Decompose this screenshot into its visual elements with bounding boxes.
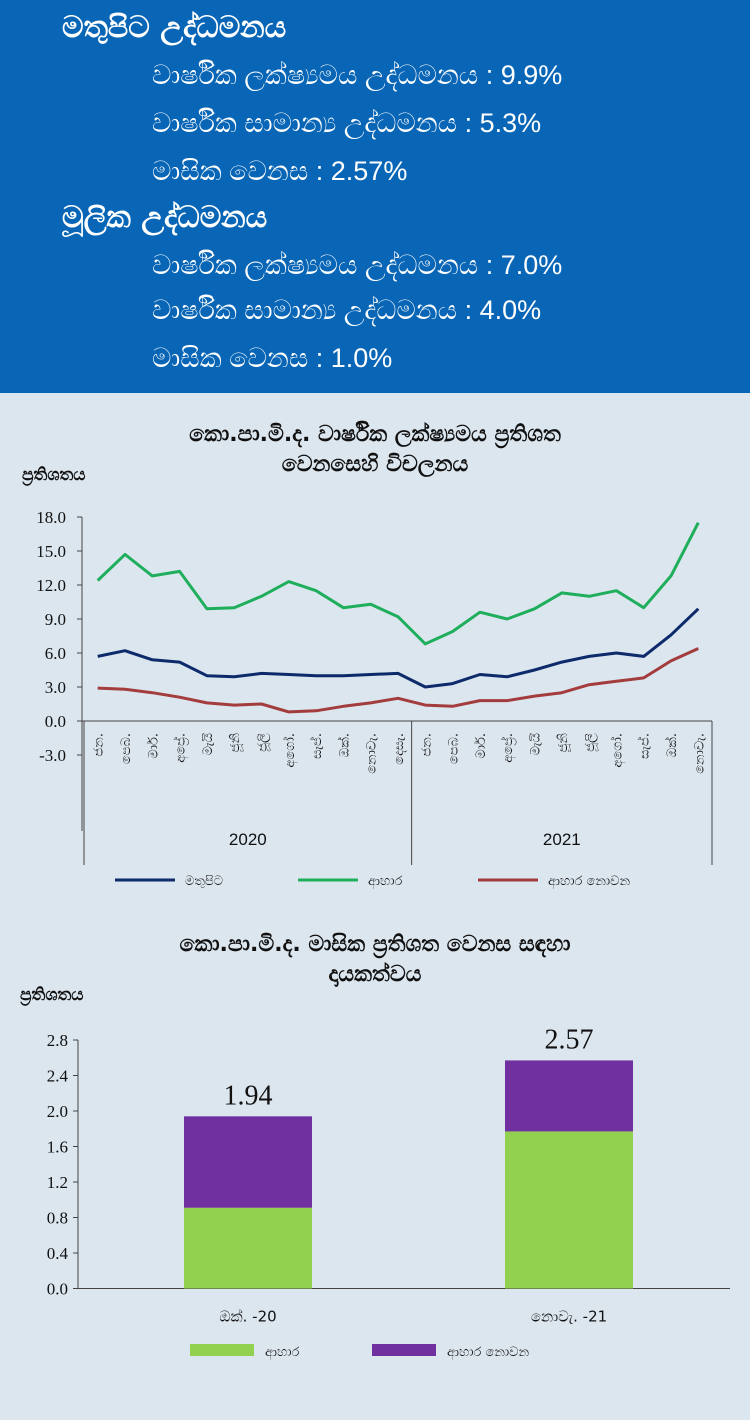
bar-chart-title-line1: කො.පා.මි.ද. මාසික ප්‍රතිශත වෙනස සඳහා [179, 932, 571, 957]
bar-chart: 2.8 2.4 2.0 1.6 1.2 0.8 0.4 0.0 1.94 ඔක්. -20 2.57… [47, 1024, 730, 1360]
line-x-tick-label: සැප්. [637, 733, 653, 759]
legend-label: ආහාර නොවන [548, 874, 631, 889]
bar-chart-title-line2: දායකත්වය [328, 962, 422, 987]
line-x-tick-label: දෙසැ. [392, 733, 407, 765]
core-yoy-point: වාර්ෂික ලක්ෂ්‍යමය උද්ධමනය : 7.0% [152, 250, 563, 280]
core-mom-change: මාසික වෙනස : 1.0% [152, 343, 393, 373]
bar-total-label: 1.94 [224, 1080, 273, 1111]
line-y-tick-label: 3.0 [45, 678, 66, 697]
line-x-tick-label: මාර්. [473, 733, 489, 759]
core-inflation-title: මූලික උද්ධමනය [62, 200, 268, 235]
legend-label: ආහාර නොවන [447, 1345, 530, 1360]
bar-segment-0 [184, 1207, 312, 1289]
bar-segment-0 [505, 1131, 633, 1289]
line-year-label: 2020 [229, 830, 267, 849]
line-series-0 [97, 607, 700, 689]
bar-y-tick-label: 2.8 [47, 1031, 68, 1050]
core-yoy-average: වාර්ෂික සාමාන්‍ය උද්ධමනය : 4.0% [152, 295, 542, 325]
line-x-tick-label: ඔක්. [336, 733, 352, 757]
bar-y-tick-label: 0.4 [47, 1244, 69, 1263]
bar-y-tick-label: 1.2 [47, 1173, 68, 1192]
bar-total-label: 2.57 [545, 1024, 594, 1055]
legend-label: මතුපිට [185, 874, 223, 889]
headline-inflation-title: මතුපිට උද්ධමනය [62, 10, 287, 45]
bar-chart-y-label: ප්‍රතිශතය [20, 985, 84, 1005]
bar-y-tick-label: 2.4 [47, 1067, 69, 1086]
line-chart-title-line2: වෙනසෙහි විචලනය [281, 452, 469, 477]
line-x-tick-label: අගෝ. [609, 733, 625, 768]
line-x-tick-label: නොවැ. [692, 733, 707, 774]
line-x-tick-label: සැප්. [309, 733, 325, 759]
line-x-tick-label: අගෝ. [282, 733, 298, 768]
line-series-1 [96, 522, 700, 646]
headline-yoy-average: වාර්ෂික සාමාන්‍ය උද්ධමනය : 5.3% [152, 108, 542, 138]
line-x-tick-label: අප්‍රේ. [500, 733, 516, 763]
summary-panel: මතුපිට උද්ධමනය වාර්ෂික ලක්ෂ්‍යමය උද්ධමනය… [0, 0, 750, 393]
line-year-label: 2021 [543, 830, 581, 849]
legend-swatch [372, 1344, 436, 1356]
headline-mom-change: මාසික වෙනස : 2.57% [152, 156, 408, 186]
line-y-tick-label: 12.0 [36, 576, 66, 595]
bar-y-tick-label: 2.0 [47, 1102, 68, 1121]
line-x-tick-label: මැයි [528, 733, 543, 756]
bar-y-tick-label: 0.0 [47, 1280, 68, 1299]
line-y-tick-label: 9.0 [45, 610, 66, 629]
line-x-tick-label: අප්‍රේ. [172, 733, 188, 763]
line-y-tick-label: 0.0 [45, 712, 66, 731]
legend-label: ආහාර [265, 1345, 299, 1360]
bar-segment-1 [505, 1060, 633, 1132]
line-x-tick-label: පෙබ. [447, 733, 462, 764]
bar-x-tick-label: ඔක්. -20 [219, 1307, 276, 1325]
line-x-tick-label: පෙබ. [119, 733, 134, 764]
line-x-tick-label: මැයි [201, 733, 216, 756]
bar-y-tick-label: 1.6 [47, 1138, 68, 1157]
line-chart-title-line1: කො.පා.මි.ද. වාර්ෂික ලක්ෂ්‍යමය ප්‍රතිශත [189, 422, 561, 447]
line-y-tick-label: -3.0 [39, 746, 66, 765]
line-y-tick-label: 18.0 [36, 508, 66, 527]
line-chart: 18.0 15.0 12.0 9.0 6.0 3.0 0.0 -3.0 ජන. පෙබ. මාර්.… [36, 508, 713, 889]
legend-label: ආහාර [368, 874, 402, 889]
line-x-tick-label: ජන. [419, 733, 434, 757]
line-x-tick-label: ජූනි [228, 733, 243, 753]
bar-x-tick-label: නොවැ. -21 [531, 1308, 607, 1326]
line-x-tick-label: නොවැ. [365, 733, 380, 774]
line-x-tick-label: ජූනි [556, 733, 571, 753]
line-x-tick-label: ජූලි [255, 733, 270, 752]
headline-yoy-point: වාර්ෂික ලක්ෂ්‍යමය උද්ධමනය : 9.9% [152, 60, 563, 90]
bar-segment-1 [184, 1116, 312, 1208]
line-x-tick-label: මාර්. [145, 733, 161, 759]
line-chart-y-label: ප්‍රතිශතය [22, 465, 86, 485]
line-series-2 [97, 647, 699, 714]
line-x-tick-label: ජන. [92, 733, 107, 757]
line-x-tick-label: ඔක්. [664, 733, 680, 757]
bar-y-tick-label: 0.8 [47, 1209, 68, 1228]
line-y-tick-label: 6.0 [45, 644, 66, 663]
legend-swatch [190, 1344, 254, 1356]
line-y-tick-label: 15.0 [36, 542, 66, 561]
line-x-tick-label: ජූලි [583, 733, 598, 752]
